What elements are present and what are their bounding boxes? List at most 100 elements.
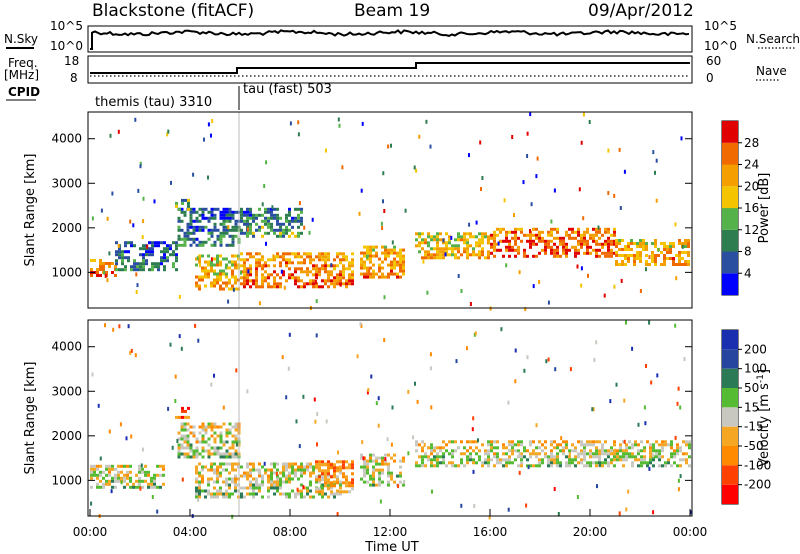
- echo-cell: [685, 461, 688, 465]
- noise-cell: [526, 154, 529, 158]
- echo-cell: [547, 455, 550, 459]
- echo-cell: [300, 483, 303, 487]
- echo-cell: [243, 273, 246, 277]
- echo-cell: [595, 440, 598, 444]
- echo-cell: [129, 464, 132, 468]
- echo-cell: [291, 261, 294, 265]
- echo-cell: [360, 263, 363, 267]
- echo-cell: [201, 210, 205, 214]
- noise-cell: [648, 466, 651, 471]
- echo-cell: [249, 231, 252, 235]
- echo-cell: [189, 237, 193, 241]
- echo-cell: [466, 241, 469, 245]
- noise-cell: [553, 188, 556, 193]
- echo-cell: [330, 484, 333, 488]
- echo-cell: [207, 263, 210, 267]
- echo-cell: [255, 261, 258, 265]
- echo-cell: [324, 267, 327, 271]
- echo-cell: [339, 492, 342, 496]
- echo-cell: [348, 273, 351, 277]
- noise-cell: [313, 397, 316, 402]
- echo-cell: [348, 466, 351, 470]
- noise-cell: [135, 272, 138, 277]
- echo-cell: [267, 489, 270, 493]
- echo-cell: [427, 244, 430, 248]
- echo-cell: [670, 452, 673, 456]
- echo-cell: [105, 473, 108, 477]
- colorbar-swatch: [722, 426, 738, 446]
- echo-cell: [607, 248, 610, 252]
- noise-cell: [167, 129, 170, 134]
- echo-cell: [111, 464, 114, 468]
- echo-cell: [508, 443, 511, 447]
- echo-cell: [571, 461, 574, 465]
- colorbar-tick-label: -100: [744, 458, 771, 472]
- echo-cell: [234, 455, 238, 459]
- noise-cell: [679, 405, 682, 410]
- echo-cell: [207, 237, 211, 241]
- echo-cell: [249, 273, 252, 277]
- noise-cell: [112, 327, 115, 332]
- echo-cell: [661, 440, 664, 444]
- echo-cell: [487, 458, 490, 462]
- echo-cell: [246, 273, 249, 277]
- noise-cell: [523, 368, 526, 373]
- echo-cell: [520, 230, 523, 234]
- echo-cell: [315, 487, 318, 491]
- echo-cell: [327, 478, 330, 482]
- noise-cell: [486, 240, 489, 245]
- echo-cell: [496, 233, 499, 237]
- echo-cell: [544, 248, 547, 252]
- echo-cell: [583, 455, 586, 459]
- echo-cell: [187, 201, 190, 205]
- echo-cell: [342, 276, 345, 280]
- echo-cell: [324, 469, 327, 473]
- echo-cell: [625, 455, 628, 459]
- echo-cell: [577, 251, 580, 255]
- echo-cell: [684, 239, 687, 242]
- echo-cell: [195, 219, 199, 223]
- echo-cell: [586, 245, 589, 249]
- echo-cell: [636, 254, 639, 257]
- noise-cell: [192, 172, 195, 177]
- echo-cell: [637, 458, 640, 462]
- echo-cell: [378, 471, 381, 475]
- echo-cell: [342, 282, 345, 286]
- echo-cell: [249, 492, 252, 496]
- echo-cell: [618, 254, 621, 257]
- echo-cell: [601, 245, 604, 249]
- echo-cell: [538, 458, 541, 462]
- echo-cell: [157, 265, 160, 269]
- echo-cell: [348, 267, 351, 271]
- echo-cell: [222, 495, 225, 499]
- echo-cell: [321, 469, 324, 473]
- echo-cell: [627, 257, 630, 260]
- echo-cell: [234, 225, 238, 229]
- echo-cell: [351, 261, 354, 265]
- echo-cell: [433, 449, 436, 453]
- echo-cell: [654, 257, 657, 260]
- noise-cell: [265, 241, 267, 246]
- echo-cell: [258, 264, 261, 268]
- echo-cell: [649, 455, 652, 459]
- echo-cell: [478, 449, 481, 453]
- echo-cell: [303, 270, 306, 274]
- echo-cell: [258, 483, 261, 487]
- echo-cell: [261, 279, 264, 283]
- echo-cell: [547, 233, 550, 237]
- echo-cell: [621, 260, 624, 263]
- echo-cell: [336, 469, 339, 473]
- echo-cell: [225, 263, 228, 267]
- echo-cell: [427, 250, 430, 254]
- echo-cell: [556, 254, 559, 258]
- echo-cell: [154, 262, 157, 266]
- echo-cell: [439, 238, 442, 242]
- echo-cell: [616, 455, 619, 459]
- echo-cell: [610, 452, 613, 456]
- echo-cell: [631, 464, 634, 468]
- echo-cell: [201, 465, 204, 469]
- nave-tick-low: 0: [706, 71, 714, 85]
- echo-cell: [252, 213, 255, 217]
- noise-cell: [597, 225, 600, 230]
- noise-cell: [283, 285, 286, 290]
